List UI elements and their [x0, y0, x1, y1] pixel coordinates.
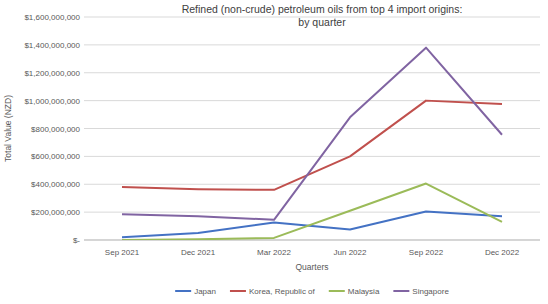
- y-tick-label: $-: [73, 236, 80, 245]
- grid-line: [84, 44, 540, 45]
- series-line: [122, 101, 502, 190]
- y-axis-title: Total Value (NZD): [3, 95, 13, 162]
- y-tick-label: $800,000,000: [31, 125, 80, 134]
- x-axis-title: Quarters: [295, 262, 328, 272]
- x-tick-label: Dec 2022: [485, 248, 520, 257]
- series-line: [122, 48, 502, 220]
- legend-swatch: [393, 290, 409, 292]
- y-tick-label: $1,600,000,000: [24, 13, 80, 22]
- grid-line: [84, 212, 540, 213]
- x-tick-label: Dec 2021: [181, 248, 216, 257]
- grid-line: [84, 156, 540, 157]
- legend-label: Singapore: [412, 287, 449, 296]
- grid-line: [84, 72, 540, 73]
- x-tick-label: Sep 2022: [409, 248, 444, 257]
- legend-label: Japan: [194, 287, 216, 296]
- y-tick-label: $600,000,000: [31, 152, 80, 161]
- x-tick-label: Sep 2021: [105, 248, 140, 257]
- y-tick-label: $1,000,000,000: [24, 97, 80, 106]
- y-tick-label: $1,200,000,000: [24, 69, 80, 78]
- y-tick-label: $400,000,000: [31, 180, 80, 189]
- legend-swatch: [329, 290, 345, 292]
- chart: Refined (non-crude) petroleum oils from …: [0, 0, 548, 304]
- legend: Japan Korea, Republic of Malaysia Singapore: [175, 287, 449, 296]
- grid-line: [84, 17, 540, 18]
- legend-label: Malaysia: [348, 287, 380, 296]
- y-tick-label: $1,400,000,000: [24, 41, 80, 50]
- plot-area: [122, 48, 502, 240]
- legend-label: Korea, Republic of: [249, 287, 316, 296]
- y-tick-label: $200,000,000: [31, 208, 80, 217]
- title: by quarter: [298, 16, 346, 28]
- legend-swatch: [175, 290, 191, 292]
- title: Refined (non-crude) petroleum oils from …: [182, 3, 463, 15]
- legend-swatch: [230, 290, 246, 292]
- x-tick-label: Mar 2022: [257, 248, 291, 257]
- x-tick-label: Jun 2022: [334, 248, 367, 257]
- grid-line: [84, 184, 540, 185]
- series-line: [122, 184, 502, 240]
- grid-line: [84, 128, 540, 129]
